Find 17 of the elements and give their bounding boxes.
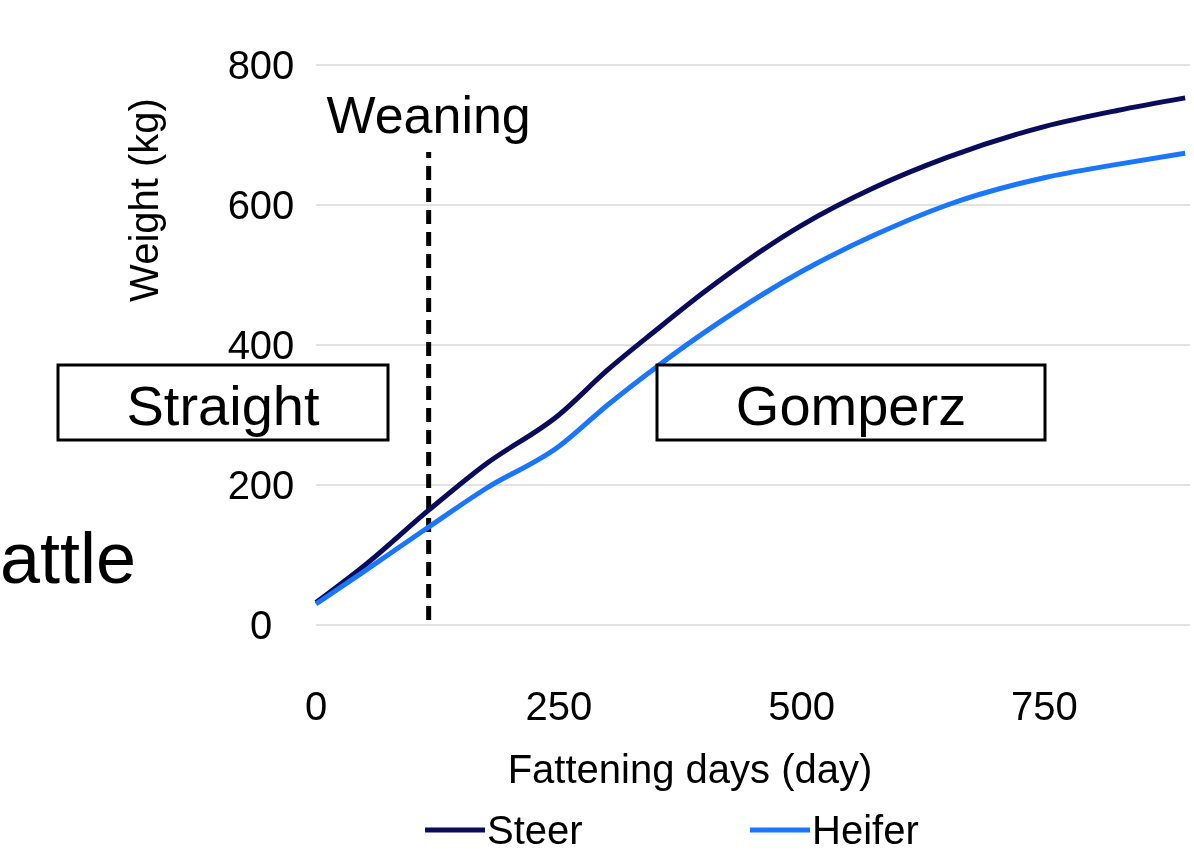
annotation: Straight [126, 373, 320, 437]
legend-label: Heifer [812, 808, 919, 851]
y-tick-label: 0 [249, 603, 273, 647]
y-tick-label: 200 [227, 463, 295, 507]
y-tick-label: 400 [227, 323, 295, 367]
y-tick-label: 600 [227, 183, 295, 227]
x-axis-title: Fattening days (day) [507, 747, 873, 791]
ref-line-label: Weaning [326, 86, 531, 144]
x-tick-label: 0 [304, 684, 328, 728]
y-axis-title: Weight (kg) [122, 98, 166, 302]
text: attle [0, 518, 137, 599]
y-tick-label: 800 [227, 43, 295, 87]
x-tick-label: 750 [1010, 684, 1078, 728]
x-tick-label: 250 [525, 684, 593, 728]
annotation: Gomperz [735, 373, 967, 437]
x-tick-label: 500 [768, 684, 835, 728]
legend-label: Steer [487, 808, 583, 851]
